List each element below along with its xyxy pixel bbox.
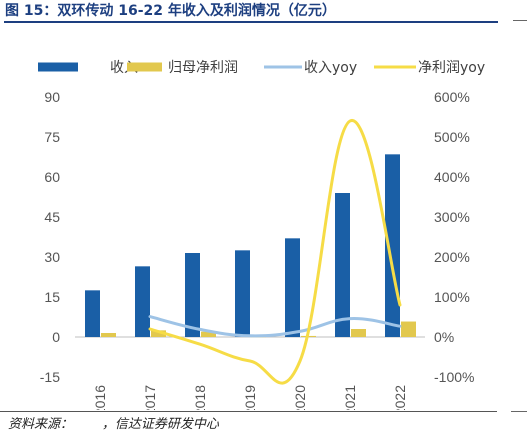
y-left-tick-label: 75 xyxy=(44,129,60,145)
legend-swatch xyxy=(127,62,162,72)
x-category-label: 2021 xyxy=(342,385,358,410)
legend-label: 净利润yoy xyxy=(418,60,485,76)
revenue-bar xyxy=(185,253,200,337)
y-right-tick-label: 400% xyxy=(434,169,470,185)
x-category-label: 2019 xyxy=(242,385,258,410)
y-left-tick-label: 90 xyxy=(44,89,60,105)
revenue-bar xyxy=(235,250,250,337)
y-left-tick-label: 15 xyxy=(44,289,60,305)
legend-label: 收入yoy xyxy=(304,60,357,76)
legend-swatch xyxy=(374,65,416,69)
figure-title: 图 15：双环传动 16-22 年收入及利润情况（亿元） xyxy=(5,3,336,19)
y-left-tick-label: 45 xyxy=(44,209,60,225)
y-left-tick-label: 0 xyxy=(52,329,60,345)
y-right-tick-label: 200% xyxy=(434,249,470,265)
page-edge-rule-bottom xyxy=(511,411,527,412)
net-profit-bar xyxy=(101,333,116,337)
x-category-label: 2020 xyxy=(292,385,308,410)
y-right-tick-label: 600% xyxy=(434,89,470,105)
y-left-tick-label: 30 xyxy=(44,249,60,265)
x-category-label: 2017 xyxy=(142,385,158,410)
x-category-label: 2016 xyxy=(92,385,108,410)
y-left-tick-label: -15 xyxy=(40,369,60,385)
legend-label: 归母净利润 xyxy=(168,59,238,76)
source-note: 资料来源： ，信达证券研发中心 xyxy=(8,417,219,432)
y-right-tick-label: -100% xyxy=(434,369,474,385)
net-profit-bar xyxy=(351,329,366,337)
revenue-bar xyxy=(335,193,350,337)
x-category-label: 2018 xyxy=(192,385,208,410)
revenue-profit-chart: -15 0 15 30 45 60 75 90 -100% 0% 100% 200% 300% 400% 5… xyxy=(38,59,485,410)
revenue-bar xyxy=(135,266,150,337)
title-divider xyxy=(4,21,498,23)
y-right-tick-label: 300% xyxy=(434,209,470,225)
legend-swatch xyxy=(38,62,78,72)
net-profit-bar xyxy=(151,330,166,337)
x-category-label: 2022 xyxy=(392,385,408,410)
page-edge-rule-top xyxy=(513,20,527,21)
revenue-yoy-line xyxy=(148,315,402,338)
y-right-tick-label: 500% xyxy=(434,129,470,145)
y-right-tick-label: 0% xyxy=(434,329,454,345)
y-left-tick-label: 60 xyxy=(44,169,60,185)
net-profit-bar xyxy=(201,331,216,337)
source-divider xyxy=(0,411,497,412)
revenue-bar xyxy=(285,238,300,337)
revenue-bar xyxy=(85,290,100,337)
net-profit-bar xyxy=(401,321,416,337)
y-right-tick-label: 100% xyxy=(434,289,470,305)
legend-swatch xyxy=(264,65,302,69)
net-profit-yoy-line xyxy=(148,119,402,385)
